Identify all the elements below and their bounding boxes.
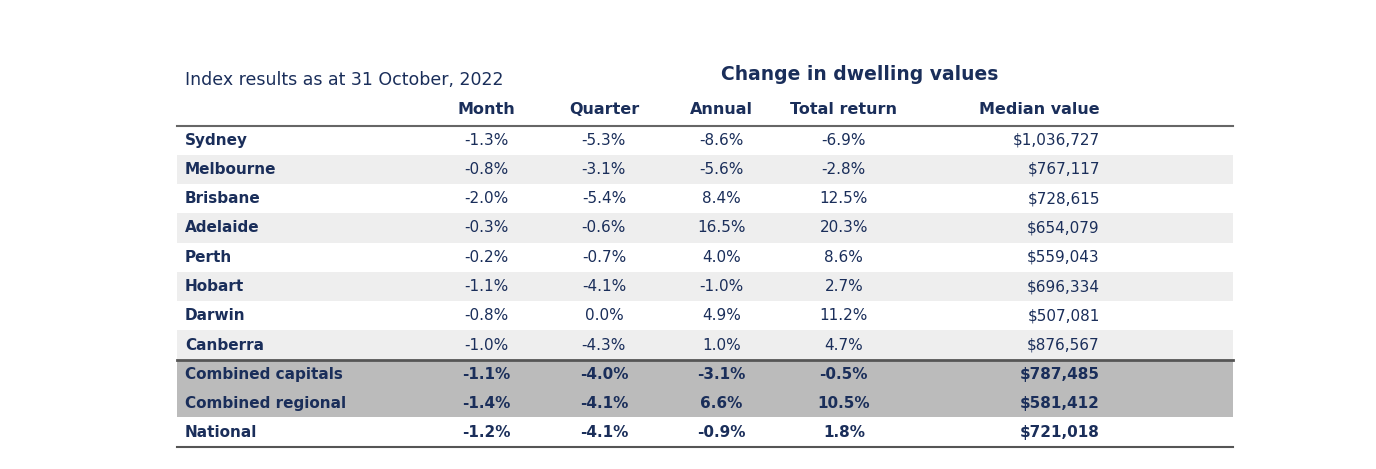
Text: Brisbane: Brisbane bbox=[184, 191, 260, 206]
Text: -0.9%: -0.9% bbox=[698, 425, 746, 440]
Text: -0.8%: -0.8% bbox=[465, 162, 509, 177]
Text: $696,334: $696,334 bbox=[1026, 279, 1099, 294]
Text: -0.3%: -0.3% bbox=[465, 220, 509, 235]
Text: Median value: Median value bbox=[980, 102, 1099, 117]
Text: -4.1%: -4.1% bbox=[579, 396, 627, 411]
Text: $787,485: $787,485 bbox=[1020, 367, 1099, 382]
Text: $876,567: $876,567 bbox=[1026, 338, 1099, 353]
Text: $721,018: $721,018 bbox=[1020, 425, 1099, 440]
Text: -5.4%: -5.4% bbox=[582, 191, 626, 206]
Text: Perth: Perth bbox=[184, 250, 233, 265]
Text: 4.9%: 4.9% bbox=[702, 308, 740, 323]
Text: Adelaide: Adelaide bbox=[184, 220, 260, 235]
Text: Annual: Annual bbox=[689, 102, 753, 117]
Text: $767,117: $767,117 bbox=[1028, 162, 1099, 177]
Text: $559,043: $559,043 bbox=[1026, 250, 1099, 265]
Text: 1.0%: 1.0% bbox=[702, 338, 740, 353]
Bar bbox=[178, 301, 1233, 330]
Text: Canberra: Canberra bbox=[184, 338, 264, 353]
Text: Total return: Total return bbox=[790, 102, 897, 117]
Text: -1.4%: -1.4% bbox=[462, 396, 510, 411]
Text: 10.5%: 10.5% bbox=[817, 396, 870, 411]
Text: 1.8%: 1.8% bbox=[823, 425, 866, 440]
Text: -1.1%: -1.1% bbox=[465, 279, 509, 294]
Text: -0.5%: -0.5% bbox=[820, 367, 868, 382]
Text: -1.2%: -1.2% bbox=[462, 425, 510, 440]
Text: -3.1%: -3.1% bbox=[698, 367, 746, 382]
Text: Hobart: Hobart bbox=[184, 279, 244, 294]
Text: -1.0%: -1.0% bbox=[699, 279, 743, 294]
Bar bbox=[178, 242, 1233, 272]
Text: $728,615: $728,615 bbox=[1028, 191, 1099, 206]
Text: Melbourne: Melbourne bbox=[184, 162, 277, 177]
Text: 2.7%: 2.7% bbox=[824, 279, 863, 294]
Bar bbox=[178, 126, 1233, 155]
Text: Change in dwelling values: Change in dwelling values bbox=[721, 65, 999, 84]
Text: Quarter: Quarter bbox=[568, 102, 638, 117]
Text: 20.3%: 20.3% bbox=[820, 220, 868, 235]
Bar bbox=[178, 272, 1233, 301]
Bar bbox=[178, 418, 1233, 447]
Text: $1,036,727: $1,036,727 bbox=[1013, 133, 1099, 148]
Text: -0.8%: -0.8% bbox=[465, 308, 509, 323]
Text: -5.6%: -5.6% bbox=[699, 162, 743, 177]
Text: Combined regional: Combined regional bbox=[184, 396, 345, 411]
Text: 11.2%: 11.2% bbox=[820, 308, 868, 323]
Text: -0.7%: -0.7% bbox=[582, 250, 626, 265]
Text: -4.3%: -4.3% bbox=[582, 338, 626, 353]
Text: -6.9%: -6.9% bbox=[821, 133, 866, 148]
Text: -4.0%: -4.0% bbox=[579, 367, 627, 382]
Bar bbox=[178, 184, 1233, 213]
Text: 16.5%: 16.5% bbox=[698, 220, 746, 235]
Text: $654,079: $654,079 bbox=[1026, 220, 1099, 235]
Text: -8.6%: -8.6% bbox=[699, 133, 743, 148]
Text: -4.1%: -4.1% bbox=[579, 425, 627, 440]
Text: 4.0%: 4.0% bbox=[702, 250, 740, 265]
Text: -1.0%: -1.0% bbox=[465, 338, 509, 353]
Text: $581,412: $581,412 bbox=[1020, 396, 1099, 411]
Text: 0.0%: 0.0% bbox=[585, 308, 623, 323]
Text: 6.6%: 6.6% bbox=[700, 396, 743, 411]
Text: -0.6%: -0.6% bbox=[582, 220, 626, 235]
Text: National: National bbox=[184, 425, 257, 440]
Text: -2.0%: -2.0% bbox=[465, 191, 509, 206]
Text: 8.4%: 8.4% bbox=[702, 191, 740, 206]
Text: -0.2%: -0.2% bbox=[465, 250, 509, 265]
Text: -1.3%: -1.3% bbox=[465, 133, 509, 148]
Text: 12.5%: 12.5% bbox=[820, 191, 868, 206]
Text: Month: Month bbox=[458, 102, 516, 117]
Text: -1.1%: -1.1% bbox=[462, 367, 510, 382]
Text: -2.8%: -2.8% bbox=[821, 162, 866, 177]
Text: -4.1%: -4.1% bbox=[582, 279, 626, 294]
Text: 8.6%: 8.6% bbox=[824, 250, 863, 265]
Bar bbox=[178, 389, 1233, 418]
Bar bbox=[178, 213, 1233, 242]
Text: -5.3%: -5.3% bbox=[582, 133, 626, 148]
Text: -3.1%: -3.1% bbox=[582, 162, 626, 177]
Bar bbox=[178, 330, 1233, 360]
Text: Combined capitals: Combined capitals bbox=[184, 367, 343, 382]
Bar bbox=[178, 360, 1233, 389]
Text: $507,081: $507,081 bbox=[1028, 308, 1099, 323]
Bar bbox=[178, 155, 1233, 184]
Text: Darwin: Darwin bbox=[184, 308, 245, 323]
Text: Index results as at 31 October, 2022: Index results as at 31 October, 2022 bbox=[184, 71, 504, 89]
Text: 4.7%: 4.7% bbox=[824, 338, 863, 353]
Text: Sydney: Sydney bbox=[184, 133, 248, 148]
